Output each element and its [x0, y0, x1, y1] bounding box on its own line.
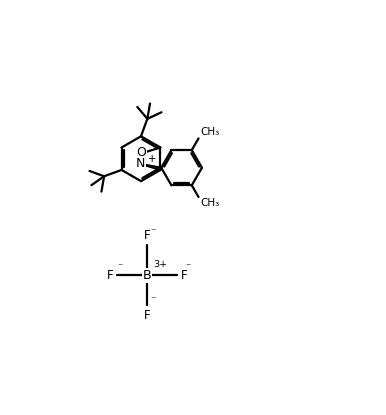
- Text: ⁻: ⁻: [151, 295, 156, 305]
- Text: 3+: 3+: [154, 260, 168, 269]
- Text: CH₃: CH₃: [200, 127, 219, 137]
- Text: CH₃: CH₃: [200, 198, 219, 208]
- Text: F: F: [107, 269, 113, 282]
- Text: F: F: [181, 269, 187, 282]
- Text: F: F: [144, 229, 150, 242]
- Text: O: O: [136, 146, 146, 159]
- Text: F: F: [144, 309, 150, 322]
- Text: ⁻: ⁻: [151, 227, 156, 237]
- Text: N: N: [136, 157, 145, 170]
- Text: B: B: [143, 269, 151, 282]
- Text: ⁻: ⁻: [185, 262, 190, 272]
- Text: ⁻: ⁻: [117, 262, 123, 272]
- Text: +: +: [148, 154, 157, 164]
